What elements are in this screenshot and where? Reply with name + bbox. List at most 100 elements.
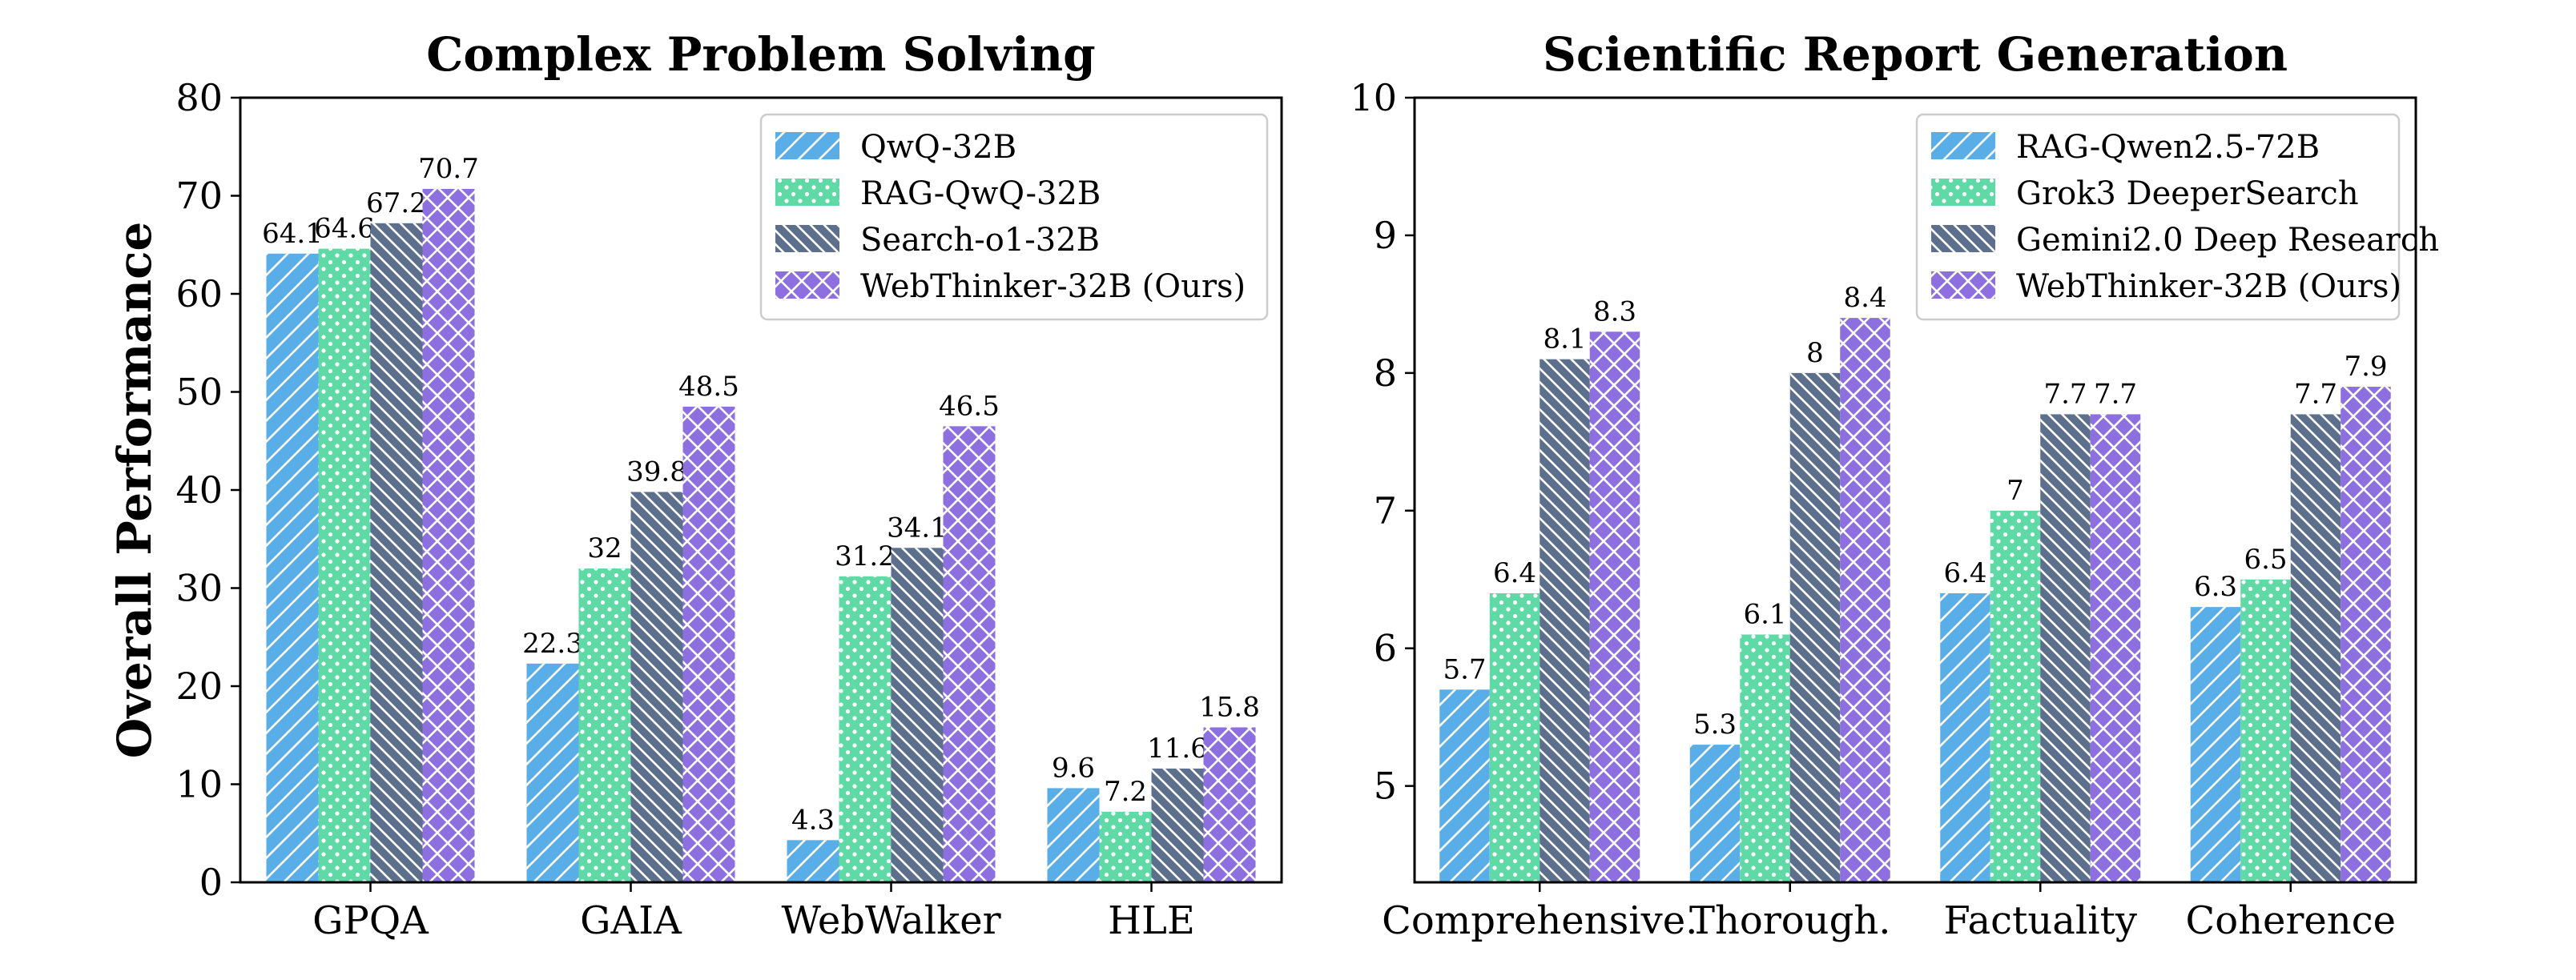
legend-swatch-pattern-rag-qwen2-5-72b [1931, 132, 1995, 159]
bar-pattern-gemini2-0-deep-research-comprehensive [1540, 359, 1590, 883]
y-tick-label: 0 [199, 861, 223, 904]
data-label-webthinker-32b-ours-coherence: 7.9 [2344, 351, 2387, 383]
y-tick-label: 80 [175, 76, 223, 119]
bar-pattern-gemini2-0-deep-research-factuality [2040, 414, 2091, 882]
data-label-webthinker-32b-ours-webwalker: 46.5 [939, 390, 1000, 422]
data-label-webthinker-32b-ours-gpqa: 70.7 [418, 153, 479, 185]
plot-frame [239, 96, 1283, 884]
data-label-gemini2-0-deep-research-comprehensive: 8.1 [1543, 323, 1586, 355]
data-label-gemini2-0-deep-research-coherence: 7.7 [2294, 378, 2337, 410]
legend-box [759, 113, 1269, 321]
data-label-rag-qwq-32b-gaia: 32 [587, 532, 622, 564]
chart-title: Scientific Report Generation [1543, 27, 2288, 82]
data-label-grok3-deepersearch-coherence: 6.5 [2244, 544, 2287, 576]
bar-pattern-search-o1-32b-gaia [630, 492, 683, 882]
data-label-rag-qwq-32b-hle: 7.2 [1104, 776, 1147, 808]
data-label-qwq-32b-hle: 9.6 [1052, 752, 1095, 784]
legend-swatch-pattern-qwq-32b [775, 132, 839, 159]
legend: QwQ-32B RAG-QwQ-32B Search-o1-32B WebThinke… [759, 113, 1269, 321]
x-tick-label: GPQA [312, 898, 429, 943]
chart-panel-scientific-report-generation: Scientific Report Generation 5 6 7 8 9 10 5.7 6.… [1350, 27, 2439, 943]
bar-pattern-rag-qwq-32b-gpqa [318, 248, 371, 882]
y-tick-label: 70 [175, 175, 223, 218]
legend-label-gemini2-0-deep-research: Gemini2.0 Deep Research [2016, 222, 2439, 259]
legend-label-search-o1-32b: Search-o1-32B [860, 222, 1100, 259]
x-tick-label: HLE [1108, 898, 1195, 943]
bar-pattern-webthinker-32b-ours-thorough [1840, 318, 1890, 882]
data-label-rag-qwen2-5-72b-comprehensive: 5.7 [1443, 653, 1486, 685]
data-label-webthinker-32b-ours-hle: 15.8 [1199, 691, 1260, 723]
x-tick-label: Factuality [1944, 898, 2137, 943]
legend-label-qwq-32b: QwQ-32B [860, 129, 1016, 166]
legend-label-webthinker-32b-ours: WebThinker-32B (Ours) [2016, 268, 2401, 305]
data-label-qwq-32b-gaia: 22.3 [522, 628, 583, 660]
legend-label-grok3-deepersearch: Grok3 DeeperSearch [2016, 175, 2359, 212]
bar-pattern-webthinker-32b-ours-hle [1203, 727, 1256, 882]
bar-pattern-grok3-deepersearch-comprehensive [1489, 592, 1540, 882]
y-tick-label: 5 [1374, 765, 1397, 808]
data-label-qwq-32b-gpqa: 64.1 [262, 218, 323, 250]
legend-swatch-pattern-rag-qwq-32b [775, 179, 839, 206]
bar-pattern-rag-qwq-32b-hle [1099, 811, 1152, 882]
data-label-search-o1-32b-webwalker: 34.1 [887, 512, 948, 544]
bar-pattern-gemini2-0-deep-research-thorough [1789, 372, 1841, 883]
legend-label-rag-qwen2-5-72b: RAG-Qwen2.5-72B [2016, 129, 2320, 166]
y-tick-label: 10 [175, 763, 223, 806]
data-label-search-o1-32b-hle: 11.6 [1147, 733, 1208, 765]
data-label-rag-qwen2-5-72b-coherence: 6.3 [2194, 571, 2237, 603]
legend-swatch-pattern-search-o1-32b [775, 225, 839, 252]
bar-pattern-webthinker-32b-ours-gaia [682, 406, 735, 882]
legend-label-webthinker-32b-ours: WebThinker-32B (Ours) [860, 268, 1246, 305]
y-tick-label: 8 [1374, 351, 1397, 395]
y-tick-label: 30 [175, 567, 223, 610]
data-label-gemini2-0-deep-research-factuality: 7.7 [2043, 378, 2087, 410]
data-label-search-o1-32b-gaia: 39.8 [626, 456, 687, 488]
y-tick-label: 50 [175, 371, 223, 414]
data-label-gemini2-0-deep-research-thorough: 8 [1806, 337, 1824, 369]
data-label-webthinker-32b-ours-comprehensive: 8.3 [1593, 295, 1636, 327]
bar-pattern-search-o1-32b-hle [1151, 768, 1204, 882]
x-tick-label: Comprehensive. [1382, 898, 1697, 943]
data-label-search-o1-32b-gpqa: 67.2 [366, 187, 427, 219]
x-tick-label: Thorough. [1689, 898, 1890, 943]
x-tick-label: WebWalker [781, 898, 1000, 943]
chart-title: Complex Problem Solving [426, 27, 1095, 82]
data-label-grok3-deepersearch-factuality: 7 [2006, 475, 2024, 507]
bar-pattern-qwq-32b-gpqa [266, 253, 319, 882]
data-label-webthinker-32b-ours-thorough: 8.4 [1843, 282, 1886, 314]
bar-pattern-webthinker-32b-ours-coherence [2341, 387, 2391, 883]
bar-pattern-search-o1-32b-gpqa [370, 223, 423, 882]
legend-swatch-pattern-webthinker-32b-ours [775, 271, 839, 299]
legend-swatch-pattern-grok3-deepersearch [1931, 179, 1995, 206]
data-label-qwq-32b-webwalker: 4.3 [791, 804, 835, 836]
bar-pattern-search-o1-32b-webwalker [891, 548, 944, 882]
y-tick-label: 60 [175, 272, 223, 315]
bar-pattern-webthinker-32b-ours-gpqa [422, 188, 475, 883]
data-label-webthinker-32b-ours-factuality: 7.7 [2094, 378, 2137, 410]
y-tick-label: 10 [1350, 76, 1397, 119]
data-label-webthinker-32b-ours-gaia: 48.5 [678, 371, 739, 403]
data-label-rag-qwen2-5-72b-factuality: 6.4 [1943, 557, 1986, 589]
bar-pattern-webthinker-32b-ours-comprehensive [1589, 331, 1640, 882]
bar-pattern-grok3-deepersearch-thorough [1740, 634, 1790, 882]
y-tick-label: 6 [1374, 627, 1397, 670]
data-label-rag-qwq-32b-webwalker: 31.2 [835, 540, 896, 572]
bar-pattern-webthinker-32b-ours-factuality [2090, 414, 2141, 882]
bar-pattern-qwq-32b-hle [1047, 788, 1100, 882]
y-tick-label: 9 [1374, 214, 1397, 257]
y-tick-label: 40 [175, 468, 223, 512]
legend-label-rag-qwq-32b: RAG-QwQ-32B [860, 175, 1101, 212]
data-label-grok3-deepersearch-thorough: 6.1 [1743, 599, 1786, 631]
legend-swatch-pattern-webthinker-32b-ours [1931, 271, 1995, 299]
bar-pattern-rag-qwq-32b-gaia [578, 568, 631, 882]
data-label-rag-qwen2-5-72b-thorough: 5.3 [1693, 709, 1737, 741]
shared-y-axis-label: Overall Performance [107, 222, 162, 759]
plot-frame [1413, 96, 2417, 884]
bar-pattern-gemini2-0-deep-research-coherence [2290, 414, 2341, 882]
y-tick-label: 20 [175, 665, 223, 708]
x-tick-label: GAIA [580, 898, 682, 943]
bar-pattern-rag-qwen2-5-72b-comprehensive [1439, 689, 1490, 882]
legend-swatch-pattern-gemini2-0-deep-research [1931, 225, 1995, 252]
bar-pattern-rag-qwen2-5-72b-factuality [1940, 592, 1990, 882]
